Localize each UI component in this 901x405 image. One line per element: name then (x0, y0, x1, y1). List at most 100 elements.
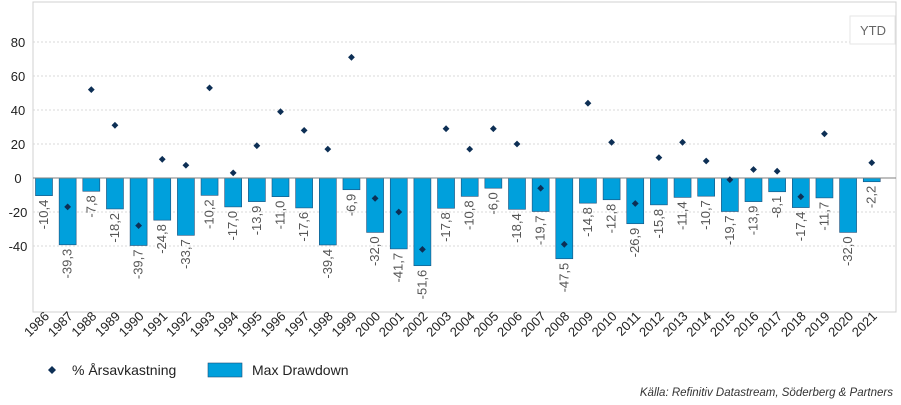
x-tick-label: 2021 (849, 309, 880, 340)
bar-value-label: -17,6 (296, 212, 311, 242)
bar-value-label: -12,8 (604, 204, 619, 234)
x-tick-label: 2000 (352, 309, 383, 340)
bar-max-drawdown (106, 177, 124, 210)
bar-max-drawdown (35, 177, 53, 196)
bar-max-drawdown (200, 177, 219, 196)
x-tick-label: 1993 (187, 309, 218, 340)
bar-value-label: -39,3 (60, 249, 75, 279)
point-annual-return (64, 203, 72, 211)
point-annual-return (229, 169, 237, 177)
x-tick-label: 1990 (116, 309, 147, 340)
plot-frame (32, 1, 897, 313)
x-tick-label: 1998 (305, 309, 336, 340)
ytd-annotation: YTD (860, 23, 886, 38)
x-tick-label: 1986 (21, 309, 52, 340)
bar-value-label: -26,9 (627, 228, 642, 258)
source-note: Källa: Refinitiv Datastream, Söderberg &… (640, 387, 893, 399)
legend-swatch-max-drawdown (207, 362, 243, 378)
bar-max-drawdown (531, 177, 550, 212)
bar-value-label: -51,6 (414, 270, 429, 300)
bar-max-drawdown (508, 177, 526, 210)
x-tick-label: 2017 (754, 309, 785, 340)
point-annual-return (395, 208, 403, 216)
point-annual-return (489, 125, 497, 133)
y-tick-label: 0 (14, 171, 21, 186)
bar-max-drawdown (82, 177, 101, 192)
x-tick-label: 1989 (92, 309, 123, 340)
bar-max-drawdown (177, 177, 195, 236)
bar-max-drawdown (862, 177, 881, 183)
x-tick-label: 2019 (802, 309, 833, 340)
x-tick-label: 2011 (613, 309, 643, 339)
point-annual-return (537, 184, 545, 192)
bar-value-label: -19,7 (533, 215, 548, 245)
point-annual-return (821, 130, 828, 138)
point-annual-return (135, 222, 142, 229)
bar-max-drawdown (791, 177, 810, 208)
point-annual-return (773, 167, 781, 175)
x-tick-label: 1996 (258, 309, 289, 340)
bar-value-label: -10,2 (202, 199, 217, 229)
x-tick-label: 2015 (707, 309, 738, 340)
bar-value-label: -6,0 (485, 192, 500, 214)
bar-max-drawdown (271, 177, 290, 198)
bar-value-label: -11,4 (675, 201, 690, 230)
bar-max-drawdown (815, 177, 834, 199)
bar-value-label: -11,7 (816, 202, 831, 231)
point-annual-return (584, 99, 592, 107)
bar-max-drawdown (366, 177, 384, 233)
bar-value-label: -24,8 (154, 224, 169, 254)
x-tick-label: 2007 (518, 309, 549, 340)
bar-value-label: -39,7 (131, 249, 146, 279)
point-annual-return (631, 200, 639, 207)
bar-value-label: -7,8 (83, 195, 98, 217)
point-annual-return (324, 145, 332, 153)
bar-max-drawdown (460, 177, 479, 197)
point-annual-return (466, 145, 474, 153)
x-tick-label: 2001 (376, 309, 407, 340)
x-tick-label: 1999 (329, 309, 360, 340)
y-tick-label: 40 (11, 103, 25, 118)
point-annual-return (348, 53, 355, 61)
bar-max-drawdown (650, 177, 668, 206)
y-tick-label: 60 (11, 69, 25, 84)
x-tick-label: 2005 (470, 309, 501, 340)
bar-value-label: -10,4 (36, 200, 51, 230)
bar-value-label: -41,7 (391, 253, 406, 283)
x-tick-label: 1992 (163, 309, 194, 340)
bar-value-label: -17,8 (438, 212, 453, 242)
x-tick-label: 2004 (447, 309, 478, 340)
x-tick-label: 2018 (778, 309, 809, 340)
point-annual-return (300, 127, 308, 134)
point-annual-return (655, 154, 663, 161)
bar-value-label: -32,0 (367, 236, 382, 266)
point-annual-return (419, 246, 426, 253)
point-annual-return (679, 138, 686, 146)
bar-value-label: -8,1 (769, 196, 784, 218)
y-tick-label: 20 (11, 137, 25, 152)
x-tick-label: 1991 (139, 309, 170, 340)
bar-max-drawdown (295, 177, 313, 209)
point-annual-return (158, 155, 166, 163)
ytd-box (849, 15, 896, 45)
y-tick-label: 80 (11, 35, 25, 50)
legend-label-annual-return: % Årsavkastning (72, 362, 176, 378)
point-annual-return (726, 176, 734, 184)
x-tick-label: 2020 (825, 309, 856, 340)
x-tick-label: 2003 (423, 309, 454, 340)
bar-max-drawdown (153, 177, 172, 221)
point-annual-return (111, 121, 119, 129)
bar-value-label: -17,0 (225, 211, 240, 241)
bar-value-label: -13,9 (249, 206, 264, 236)
point-annual-return (277, 108, 284, 116)
legend-marker-annual-return (48, 366, 56, 374)
y-tick-label: -40 (9, 239, 28, 254)
bar-max-drawdown (129, 177, 148, 246)
bar-value-label: -2,2 (864, 186, 879, 208)
bar-value-label: -17,4 (793, 212, 808, 242)
x-tick-label: 1994 (210, 309, 241, 340)
bar-max-drawdown (248, 177, 266, 202)
point-annual-return (182, 161, 190, 169)
bar-value-label: -13,9 (746, 206, 761, 236)
